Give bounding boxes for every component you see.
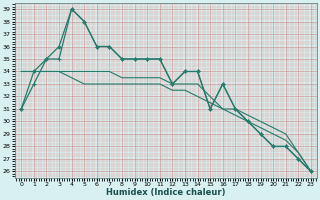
X-axis label: Humidex (Indice chaleur): Humidex (Indice chaleur) <box>106 188 226 197</box>
